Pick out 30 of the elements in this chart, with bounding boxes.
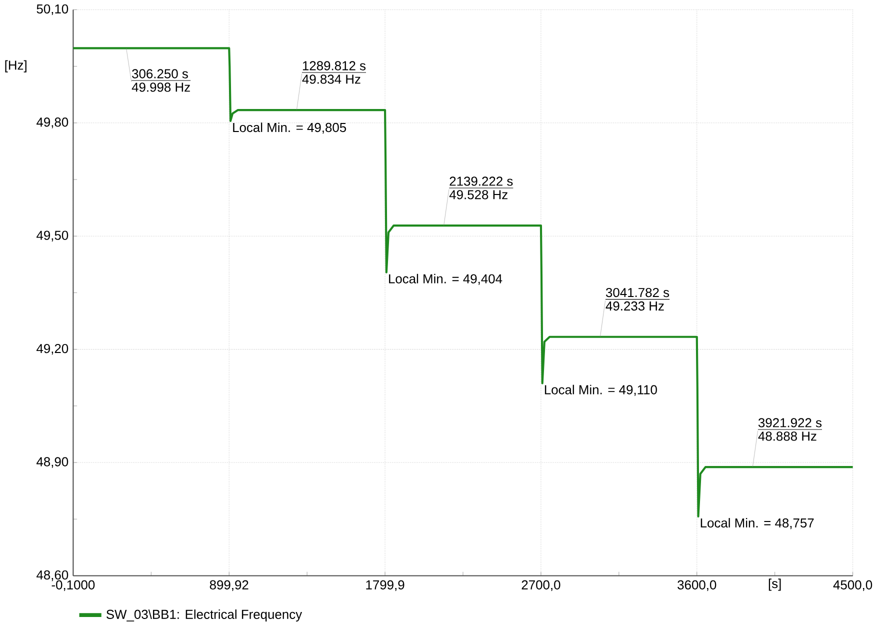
annotation: 3041.782 s: [606, 288, 670, 298]
x-tick-label: -0,1000: [52, 580, 95, 592]
x-tick-label: 899,92: [210, 580, 248, 592]
y-tick-label: 49,20: [36, 344, 68, 355]
x-tick-label: 4500,0: [833, 580, 872, 592]
y-tick-label: 50,10: [36, 4, 68, 16]
legend-label: SW_03\BB1: Electrical Frequency: [106, 609, 302, 622]
x-tick-label: 2700,0: [522, 580, 560, 592]
annotation: 49.998 Hz: [132, 82, 190, 92]
annotation: 3921.922 s: [758, 418, 822, 428]
x-tick-label: 3600,0: [678, 580, 716, 592]
annotation: Local Min. = 49,110: [544, 384, 657, 396]
annotation: 49.834 Hz: [302, 74, 360, 84]
annotation: 306.250 s: [132, 69, 188, 78]
y-tick-label: 48,90: [36, 457, 68, 468]
x-tick-label: 1799,9: [366, 580, 404, 592]
annotation: Local Min. = 49,805: [233, 122, 346, 134]
y-axis-title: [Hz]: [5, 60, 26, 72]
y-tick-label: 48,60: [36, 570, 68, 582]
line-series: [72, 47, 854, 518]
annotation: Local Min. = 48,757: [700, 518, 814, 530]
annotation: 2139.222 s: [450, 176, 513, 186]
annotation: Local Min. = 49,404: [389, 274, 502, 285]
y-tick-label: 49,80: [36, 118, 68, 128]
y-tick-label: 49,50: [36, 230, 68, 242]
annotation: 49.528 Hz: [449, 190, 508, 200]
annotation: 48.888 Hz: [758, 432, 816, 441]
annotation: 49.233 Hz: [606, 301, 664, 311]
annotation: 1289.812 s: [302, 61, 366, 70]
x-axis-title: [s]: [768, 578, 781, 591]
